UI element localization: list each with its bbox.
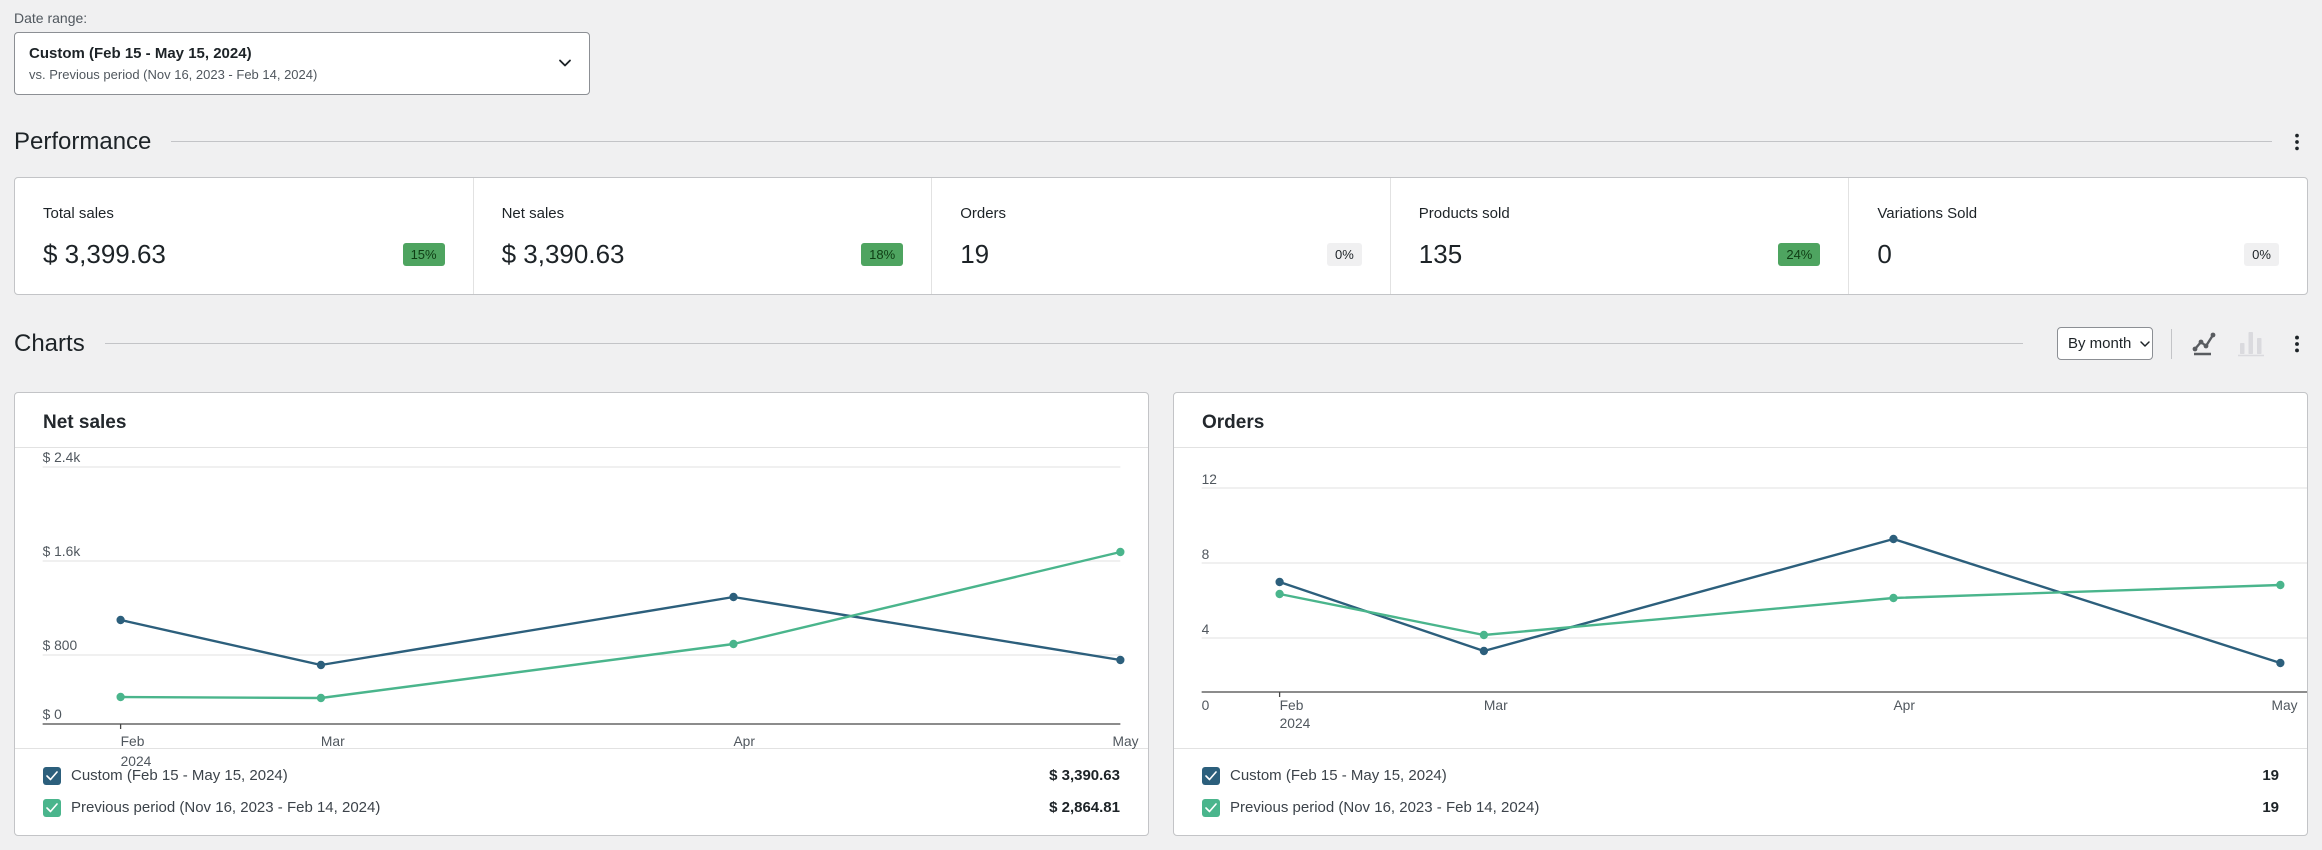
svg-text:12: 12 xyxy=(1202,471,1218,487)
svg-text:$ 800: $ 800 xyxy=(43,637,78,653)
svg-text:2024: 2024 xyxy=(1280,715,1311,731)
svg-text:0: 0 xyxy=(1202,697,1210,713)
svg-text:May: May xyxy=(2271,697,2297,713)
svg-text:Feb: Feb xyxy=(1280,697,1304,713)
svg-text:Mar: Mar xyxy=(1484,697,1508,713)
svg-text:$ 2.4k: $ 2.4k xyxy=(43,449,81,465)
svg-text:Feb: Feb xyxy=(121,733,145,749)
svg-text:2024: 2024 xyxy=(121,753,152,769)
svg-text:8: 8 xyxy=(1202,546,1210,562)
svg-text:$ 0: $ 0 xyxy=(43,706,62,722)
svg-text:Mar: Mar xyxy=(321,733,345,749)
svg-text:Apr: Apr xyxy=(1893,697,1915,713)
svg-text:$ 1.6k: $ 1.6k xyxy=(43,543,81,559)
svg-text:4: 4 xyxy=(1202,621,1210,637)
svg-text:Apr: Apr xyxy=(733,733,755,749)
svg-text:May: May xyxy=(1112,733,1138,749)
